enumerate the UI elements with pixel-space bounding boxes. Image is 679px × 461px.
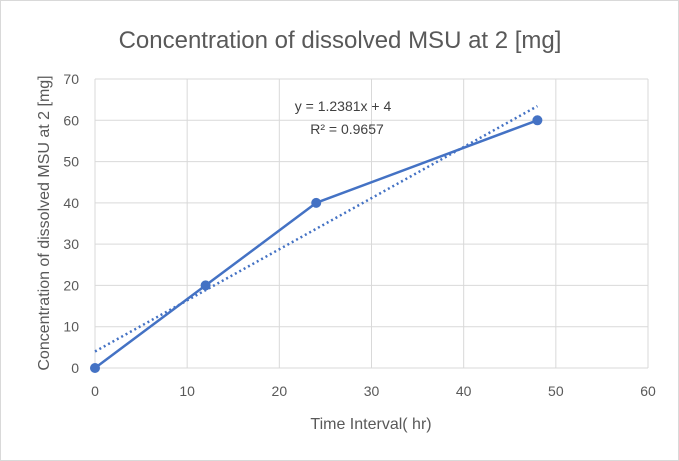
data-point — [532, 115, 543, 126]
x-tick-label: 30 — [364, 383, 380, 399]
y-tick-label: 40 — [63, 195, 79, 211]
x-tick-label: 50 — [548, 383, 564, 399]
data-point — [90, 363, 100, 373]
y-axis-title: Concentration of dissolved MSU at 2 [mg] — [36, 75, 53, 370]
y-tick-label: 0 — [71, 360, 79, 376]
x-tick-label: 60 — [640, 383, 656, 399]
trendline — [94, 105, 539, 353]
y-tick-label: 20 — [63, 277, 79, 293]
x-tick-label: 0 — [91, 383, 99, 399]
y-tick-label: 50 — [63, 154, 79, 170]
axes: 0 10 20 30 40 50 60 70 0 10 20 30 40 50 60 — [63, 71, 656, 399]
gridlines — [94, 78, 649, 369]
series-layer — [90, 115, 543, 373]
y-tick-label: 60 — [63, 112, 79, 128]
series-line — [94, 119, 538, 370]
trendline-equation: y = 1.2381x + 4 — [295, 98, 392, 114]
data-point — [200, 280, 211, 291]
y-tick-label: 70 — [63, 71, 79, 87]
x-axis-title: Time Interval( hr) — [310, 416, 431, 433]
x-tick-label: 40 — [456, 383, 472, 399]
trendline-r-squared: R² = 0.9657 — [310, 121, 384, 137]
y-tick-label: 30 — [63, 236, 79, 252]
x-tick-label: 10 — [179, 383, 195, 399]
chart-title: Concentration of dissolved MSU at 2 [mg] — [119, 27, 562, 54]
trendline-layer — [94, 105, 539, 353]
y-tick-label: 10 — [63, 319, 79, 335]
x-tick-label: 20 — [272, 383, 288, 399]
data-point — [311, 197, 322, 208]
